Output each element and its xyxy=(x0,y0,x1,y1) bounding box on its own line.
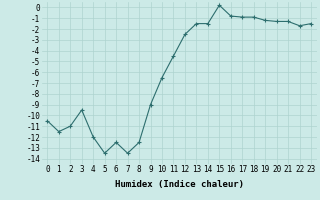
X-axis label: Humidex (Indice chaleur): Humidex (Indice chaleur) xyxy=(115,180,244,189)
